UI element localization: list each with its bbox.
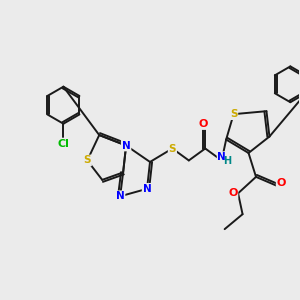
Text: N: N (142, 184, 152, 194)
Text: S: S (230, 109, 237, 119)
Text: O: O (228, 188, 237, 198)
Text: H: H (223, 156, 231, 166)
Text: N: N (116, 191, 124, 201)
Text: O: O (277, 178, 286, 188)
Text: S: S (83, 155, 91, 166)
Text: N: N (122, 140, 130, 151)
Text: O: O (198, 119, 208, 129)
Text: S: S (169, 143, 176, 154)
Text: Cl: Cl (58, 139, 69, 149)
Text: N: N (217, 152, 226, 162)
